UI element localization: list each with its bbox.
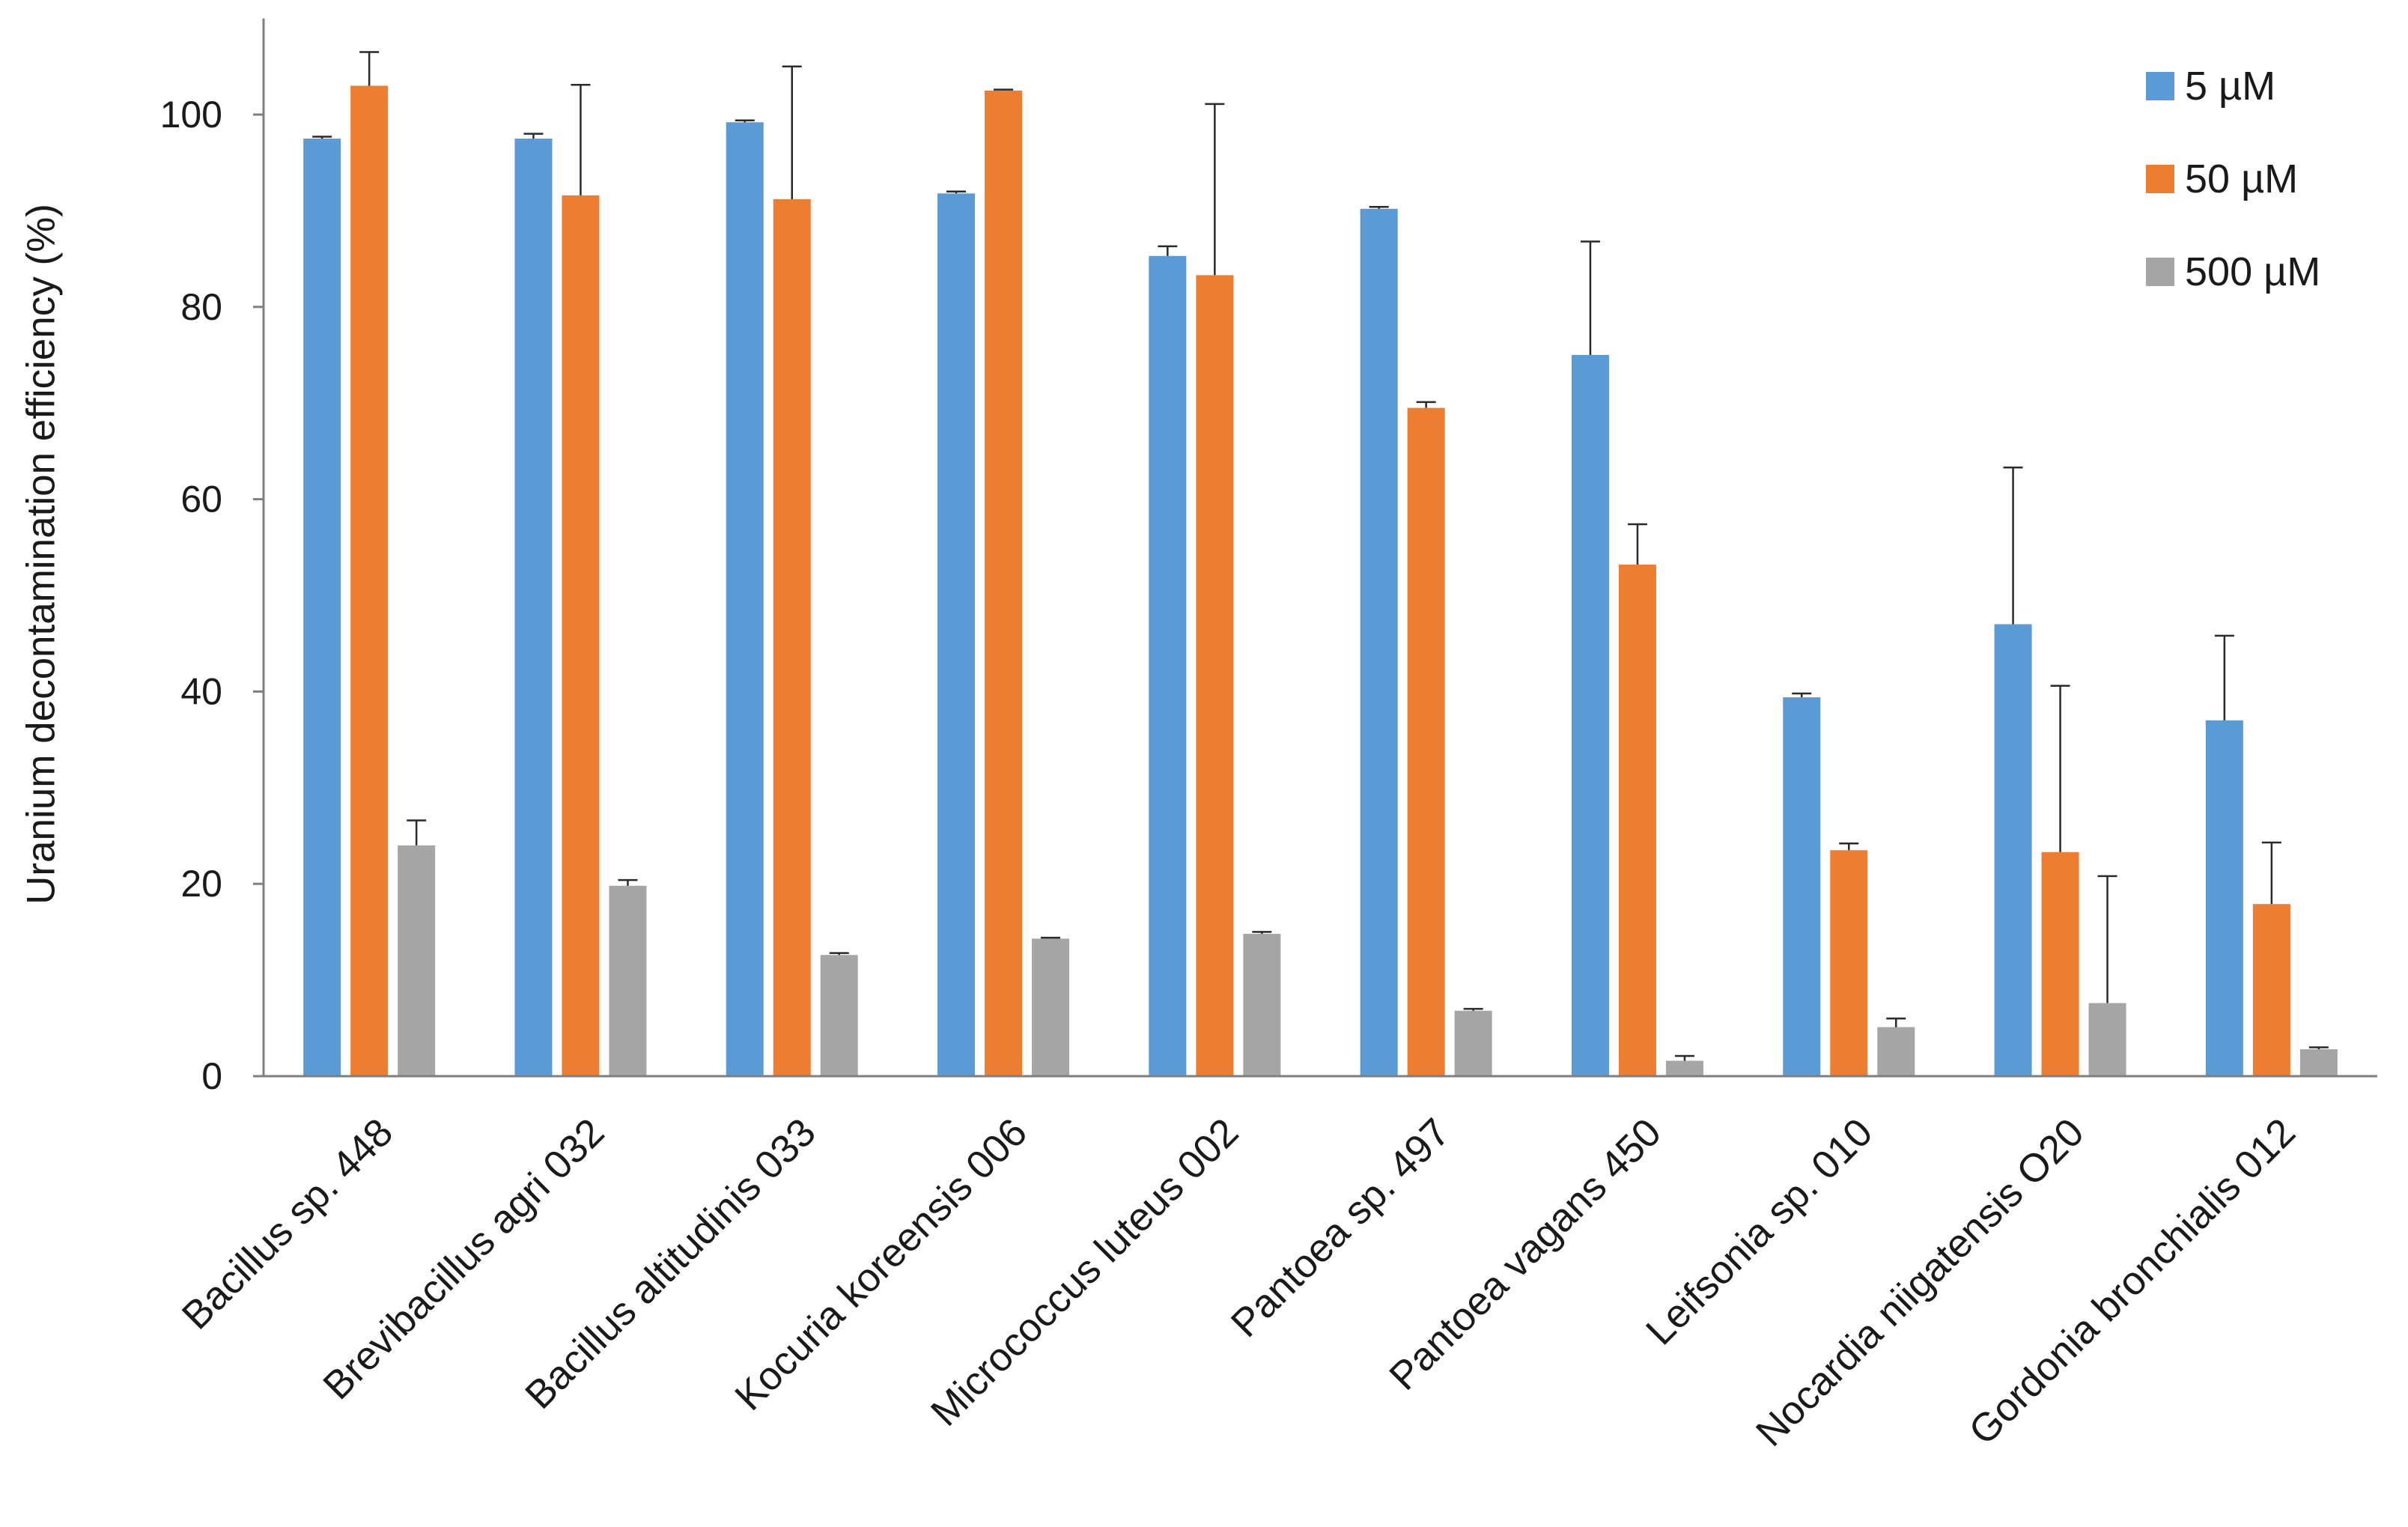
bar [820,955,858,1076]
bar [303,139,341,1077]
bar [1994,624,2032,1076]
bar [1032,938,1070,1076]
bar [2041,851,2079,1076]
bar [1618,564,1656,1076]
y-tick-label: 80 [180,286,222,328]
category-label: Leifsonia sp. 010 [1638,1110,1881,1353]
error-bars [312,51,2329,1061]
y-tick-label: 100 [160,94,222,136]
y-axis-ticks: 0 20 40 60 80 100 [160,94,264,1097]
legend-swatch [2146,72,2174,100]
bar [350,85,389,1077]
bar [398,845,436,1076]
bar [726,122,764,1077]
y-tick-label: 20 [180,863,222,905]
bar [2205,720,2243,1076]
bar [2252,904,2290,1076]
bar [985,90,1023,1076]
bar [937,193,976,1077]
bar [609,885,647,1076]
legend-label: 5 µM [2185,64,2275,109]
bar [2299,1049,2338,1076]
bars [303,85,2338,1077]
y-axis-title: Uranium decontamination efficiency (%) [19,204,64,905]
y-tick-label: 0 [201,1055,222,1097]
bar [1571,355,1609,1076]
bar [1407,407,1445,1076]
category-label: Pantoea sp. 497 [1223,1110,1459,1346]
bar [514,139,553,1077]
y-tick-label: 40 [180,670,222,712]
legend-swatch [2146,258,2174,286]
legend-swatch [2146,165,2174,193]
bar [1196,275,1234,1077]
bar [1665,1060,1703,1076]
legend-label: 50 µM [2185,157,2298,201]
y-tick-label: 60 [180,479,222,520]
bar [1783,697,1821,1076]
bar [2088,1003,2126,1076]
bar [1360,208,1398,1076]
bar [1830,850,1868,1076]
legend: 5 µM 50 µM 500 µM [2146,64,2320,294]
category-label: Bacillus sp. 448 [174,1110,401,1338]
bar [1454,1010,1492,1076]
y-axis-title-group: Uranium decontamination efficiency (%) [19,204,64,905]
bar [1877,1027,1915,1076]
axes [262,18,2377,1078]
bar [562,195,600,1077]
bar [773,198,811,1077]
bar [1149,255,1187,1076]
legend-label: 500 µM [2185,249,2320,294]
bar [1243,933,1281,1076]
